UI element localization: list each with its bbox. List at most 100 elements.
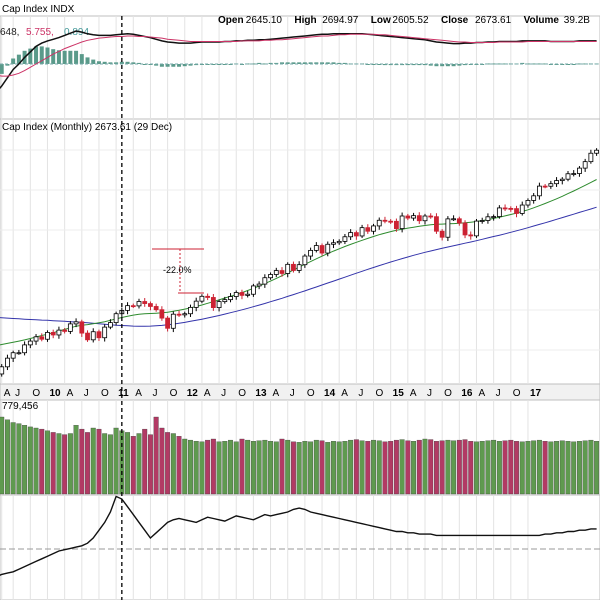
volume-bar (125, 432, 131, 495)
candle-body (496, 207, 502, 217)
volume-bar (285, 439, 291, 495)
volume-bar (27, 426, 33, 495)
volume-bar (313, 439, 319, 495)
volume-bar (239, 438, 245, 495)
macd-histogram-bar (331, 62, 336, 64)
x-tick-label: O (101, 388, 109, 399)
macd-value: 648, (0, 27, 19, 38)
candle-body (216, 301, 222, 309)
candle-body (405, 215, 411, 219)
volume-bar (228, 439, 233, 495)
ohlc-value: 39.2B (564, 15, 590, 26)
macd-histogram-bar (457, 64, 462, 66)
candle-body (388, 220, 394, 223)
candle-body (39, 336, 45, 340)
x-tick-label: O (307, 388, 315, 399)
candle-body (273, 270, 279, 275)
volume-bar (222, 441, 228, 495)
candle-body (67, 323, 73, 332)
x-tick-label: O (376, 388, 384, 399)
macd-histogram-bar (342, 62, 347, 64)
x-tick-label: J (152, 388, 157, 399)
x-tick-label: A (204, 388, 211, 399)
candle-body (588, 152, 594, 163)
candle-body (148, 303, 153, 307)
drawdown-label: -22.0% (163, 265, 192, 275)
macd-histogram-bar (377, 64, 382, 65)
macd-histogram-bar (280, 62, 284, 64)
volume-bar (342, 441, 348, 495)
candle-body (165, 317, 171, 329)
volume-bar (548, 441, 554, 495)
ohlc-value: 2673.61 (475, 15, 512, 26)
x-tick-label: 17 (530, 388, 542, 399)
x-tick-label: A (410, 388, 417, 399)
volume-label: 779,456 (2, 401, 39, 412)
macd-histogram-bar (268, 62, 273, 64)
macd-histogram-bar (56, 50, 61, 64)
candle-body (50, 332, 56, 336)
macd-histogram-bar (62, 50, 67, 64)
x-tick-label: J (221, 388, 226, 399)
volume-bar (245, 439, 251, 495)
volume-bar (514, 441, 519, 495)
macd-histogram-bar (428, 64, 433, 66)
macd-histogram-bar (308, 62, 313, 64)
volume-bar (290, 441, 296, 495)
macd-histogram-bar (577, 63, 582, 65)
macd-value: 5.755, (26, 27, 54, 38)
volume-bar (296, 442, 302, 495)
macd-histogram-bar (171, 64, 176, 67)
volume-bar (376, 440, 382, 495)
volume-bar (107, 434, 113, 495)
bottom-indicator-line (0, 495, 597, 576)
x-tick-label: A (135, 388, 142, 399)
volume-bar (393, 439, 399, 495)
x-tick-label: 15 (393, 388, 405, 399)
bottom-indicator-panel (0, 495, 600, 576)
sma-short-line (0, 179, 597, 346)
macd-histogram (0, 46, 600, 74)
price-panel: Cap Index (Monthly) 2673.61 (29 Dec) -22… (0, 122, 599, 377)
candle-body (10, 352, 16, 359)
volume-bar (165, 432, 171, 495)
volume-bar (153, 416, 159, 495)
ohlc-label: High (294, 15, 316, 26)
macd-histogram-bar (16, 54, 21, 64)
candle-body (365, 227, 371, 232)
macd-histogram-bar (51, 49, 56, 64)
candle-body (85, 332, 90, 341)
macd-histogram-bar (188, 64, 193, 66)
candle-body (325, 243, 331, 254)
volume-bar (268, 441, 274, 495)
volume-bar (273, 441, 279, 495)
candle-body (319, 245, 325, 254)
macd-histogram-bar (142, 64, 147, 65)
candle-body (359, 227, 365, 237)
volume-bar (170, 433, 176, 495)
volume-bar (451, 440, 457, 495)
candle-body (0, 366, 5, 375)
macd-histogram-bar (440, 64, 445, 67)
volume-bar (479, 441, 485, 495)
volume-bar (119, 430, 125, 495)
candle-body (445, 218, 451, 238)
macd-histogram-bar (211, 64, 216, 65)
macd-histogram-bar (274, 62, 279, 64)
candle-body (170, 313, 176, 329)
volume-bar (445, 439, 451, 495)
macd-histogram-bar (154, 64, 159, 66)
candle-body (142, 301, 148, 304)
volume-bar (331, 441, 336, 495)
candle-body (256, 283, 262, 287)
volume-bar (176, 436, 182, 495)
macd-histogram-bar (394, 64, 399, 66)
macd-histogram-bar (68, 50, 73, 64)
macd-histogram-bar (114, 62, 119, 64)
volume-panel: 779,456 (0, 401, 600, 495)
x-tick-label: 11 (118, 388, 129, 399)
volume-bar (159, 427, 165, 495)
candle-body (331, 242, 336, 245)
candle-body (582, 161, 588, 169)
